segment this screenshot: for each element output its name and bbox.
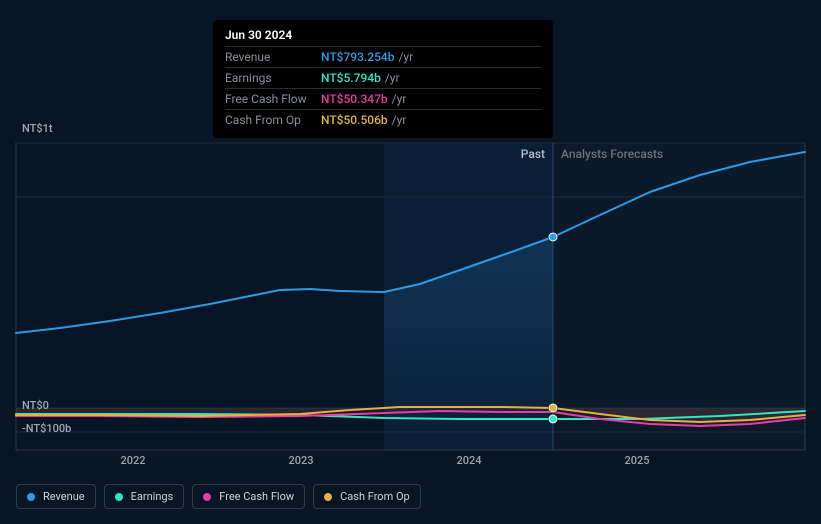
legend-item-revenue[interactable]: Revenue	[16, 484, 96, 509]
cfo-dot-icon	[324, 493, 332, 501]
tooltip-row: EarningsNT$5.794b/yr	[225, 67, 541, 88]
y-tick-label: -NT$100b	[22, 422, 71, 435]
tooltip-row-value: NT$50.347b	[321, 92, 388, 106]
x-tick-label: 2023	[288, 454, 313, 467]
earnings-dot-icon	[115, 493, 123, 501]
earnings-marker	[549, 415, 557, 423]
tooltip-row-value: NT$50.506b	[321, 113, 388, 127]
revenue-marker	[549, 233, 557, 241]
tooltip-row-value: NT$5.794b	[321, 71, 381, 85]
tooltip-row-label: Revenue	[225, 50, 321, 64]
tooltip-date: Jun 30 2024	[225, 28, 541, 42]
hover-tooltip: Jun 30 2024 RevenueNT$793.254b/yrEarning…	[213, 20, 553, 138]
tooltip-row-unit: /yr	[392, 113, 407, 127]
legend-item-fcf[interactable]: Free Cash Flow	[192, 484, 305, 509]
legend-item-label: Cash From Op	[340, 490, 410, 503]
tooltip-row-label: Cash From Op	[225, 113, 321, 127]
legend-item-label: Revenue	[43, 490, 85, 503]
tooltip-row: Cash From OpNT$50.506b/yr	[225, 109, 541, 130]
tooltip-row-unit: /yr	[392, 92, 407, 106]
x-tick-label: 2025	[624, 454, 649, 467]
y-tick-label: NT$1t	[22, 122, 53, 135]
revenue-dot-icon	[27, 493, 35, 501]
past-label: Past	[521, 147, 545, 161]
legend-item-label: Earnings	[131, 490, 174, 503]
chart-root: Jun 30 2024 RevenueNT$793.254b/yrEarning…	[0, 0, 821, 524]
x-tick-label: 2024	[456, 454, 481, 467]
tooltip-row-unit: /yr	[398, 50, 413, 64]
tooltip-row-value: NT$793.254b	[321, 50, 394, 64]
cfo-marker	[549, 404, 557, 412]
legend-item-cfo[interactable]: Cash From Op	[313, 484, 421, 509]
legend-item-label: Free Cash Flow	[219, 490, 294, 503]
forecast-label: Analysts Forecasts	[561, 147, 663, 161]
forecast-zone	[553, 143, 805, 450]
legend: Revenue Earnings Free Cash Flow Cash From O…	[16, 484, 421, 509]
x-tick-label: 2022	[120, 454, 145, 467]
tooltip-row-label: Earnings	[225, 71, 321, 85]
tooltip-row-label: Free Cash Flow	[225, 92, 321, 106]
fcf-dot-icon	[203, 493, 211, 501]
tooltip-row-unit: /yr	[385, 71, 400, 85]
tooltip-row: Free Cash FlowNT$50.347b/yr	[225, 88, 541, 109]
tooltip-row: RevenueNT$793.254b/yr	[225, 46, 541, 67]
legend-item-earnings[interactable]: Earnings	[104, 484, 185, 509]
